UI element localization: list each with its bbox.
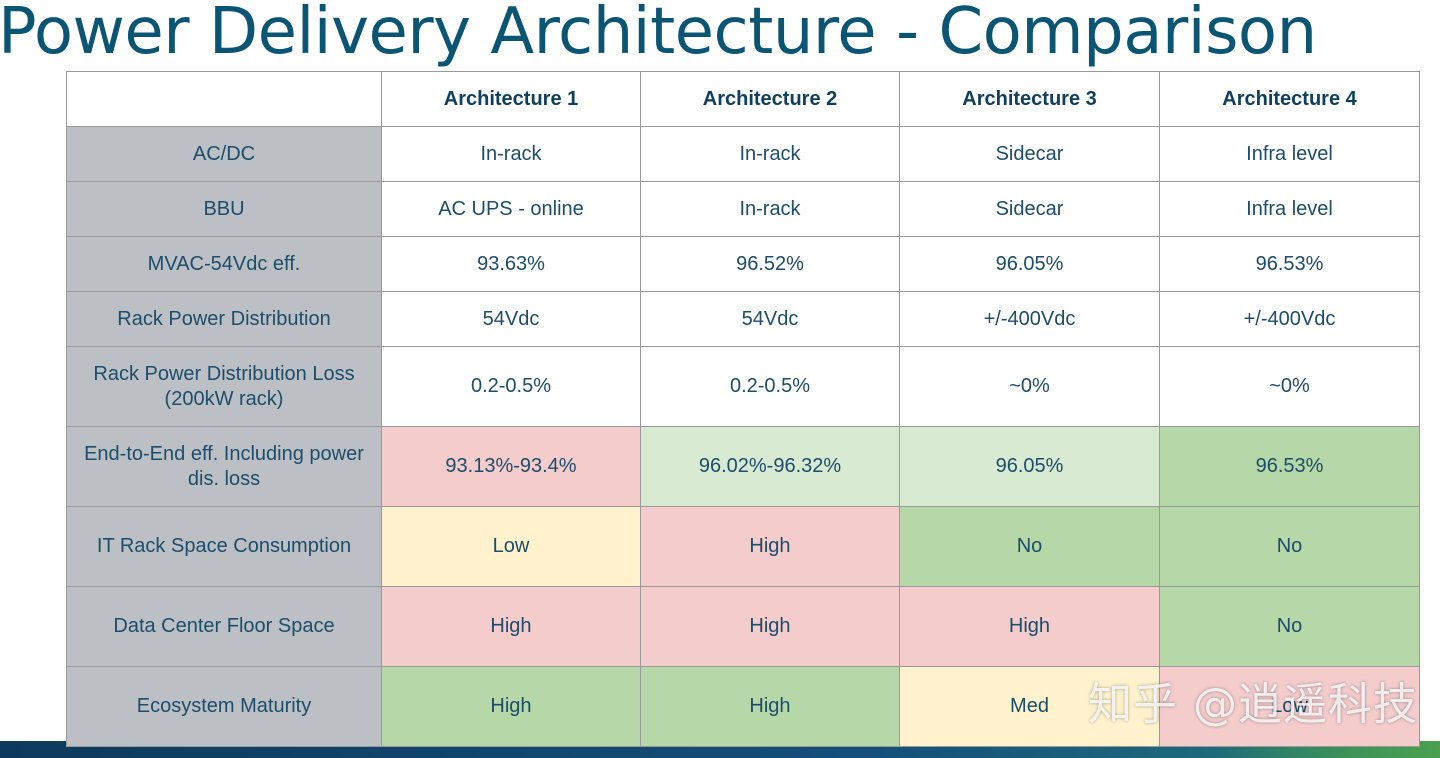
table-cell: High [640, 666, 900, 747]
table-cell: In-rack [381, 126, 641, 182]
header-corner [66, 71, 382, 127]
row-label: BBU [66, 181, 382, 237]
table-cell: Med [899, 666, 1160, 747]
watermark: 知乎 @逍遥科技 [1088, 679, 1418, 730]
row-label: Rack Power Distribution Loss (200kW rack… [66, 346, 382, 427]
table-cell: Infra level [1159, 181, 1420, 237]
table-cell: High [899, 586, 1160, 667]
table-cell: In-rack [640, 181, 900, 237]
table-cell: 54Vdc [640, 291, 900, 347]
row-label: Rack Power Distribution [66, 291, 382, 347]
header-architecture-1: Architecture 1 [381, 71, 641, 127]
table-row-bbu: BBU AC UPS - online In-rack Sidecar Infr… [66, 181, 1420, 237]
row-label: IT Rack Space Consumption [66, 506, 382, 587]
table-row-mvac-eff: MVAC-54Vdc eff. 93.63% 96.52% 96.05% 96.… [66, 236, 1420, 292]
table-cell: AC UPS - online [381, 181, 641, 237]
table-cell: 96.05% [899, 426, 1160, 507]
header-architecture-3: Architecture 3 [899, 71, 1160, 127]
row-label: Data Center Floor Space [66, 586, 382, 667]
table-cell: Infra level [1159, 126, 1420, 182]
table-cell: High [381, 666, 641, 747]
table-cell: 96.02%-96.32% [640, 426, 900, 507]
table-cell: ~0% [1159, 346, 1420, 427]
header-architecture-4: Architecture 4 [1159, 71, 1420, 127]
table-cell: 96.05% [899, 236, 1160, 292]
table-cell: 54Vdc [381, 291, 641, 347]
row-label: AC/DC [66, 126, 382, 182]
row-label: Ecosystem Maturity [66, 666, 382, 747]
table-row-ecosystem-maturity: Ecosystem Maturity High High Med Low [66, 666, 1420, 747]
table-row-it-rack-space: IT Rack Space Consumption Low High No No [66, 506, 1420, 587]
table-cell: +/-400Vdc [1159, 291, 1420, 347]
table-row-acdc: AC/DC In-rack In-rack Sidecar Infra leve… [66, 126, 1420, 182]
table-cell: No [1159, 586, 1420, 667]
comparison-table: Architecture 1 Architecture 2 Architectu… [66, 71, 1420, 747]
table-cell: ~0% [899, 346, 1160, 427]
table-cell: High [640, 506, 900, 587]
table-row-end-to-end-eff: End-to-End eff. Including power dis. los… [66, 426, 1420, 507]
table-cell: +/-400Vdc [899, 291, 1160, 347]
table-cell: No [1159, 506, 1420, 587]
table-cell: High [381, 586, 641, 667]
table-header-row: Architecture 1 Architecture 2 Architectu… [66, 71, 1420, 127]
table-cell: High [640, 586, 900, 667]
header-architecture-2: Architecture 2 [640, 71, 900, 127]
table-cell: 96.52% [640, 236, 900, 292]
table-cell: Sidecar [899, 126, 1160, 182]
slide-title: Power Delivery Architecture - Comparison [0, 0, 1317, 69]
table-cell: Sidecar [899, 181, 1160, 237]
table-row-floor-space: Data Center Floor Space High High High N… [66, 586, 1420, 667]
row-label: MVAC-54Vdc eff. [66, 236, 382, 292]
table-cell: 93.13%-93.4% [381, 426, 641, 507]
row-label: End-to-End eff. Including power dis. los… [66, 426, 382, 507]
table-cell: 93.63% [381, 236, 641, 292]
table-cell: 0.2-0.5% [640, 346, 900, 427]
table-cell: 96.53% [1159, 426, 1420, 507]
table-cell: 96.53% [1159, 236, 1420, 292]
table-row-rack-power-distribution: Rack Power Distribution 54Vdc 54Vdc +/-4… [66, 291, 1420, 347]
table-cell: 0.2-0.5% [381, 346, 641, 427]
table-cell: Low [1159, 666, 1420, 747]
table-cell: Low [381, 506, 641, 587]
table-row-rack-distribution-loss: Rack Power Distribution Loss (200kW rack… [66, 346, 1420, 427]
table-cell: No [899, 506, 1160, 587]
table-cell: In-rack [640, 126, 900, 182]
